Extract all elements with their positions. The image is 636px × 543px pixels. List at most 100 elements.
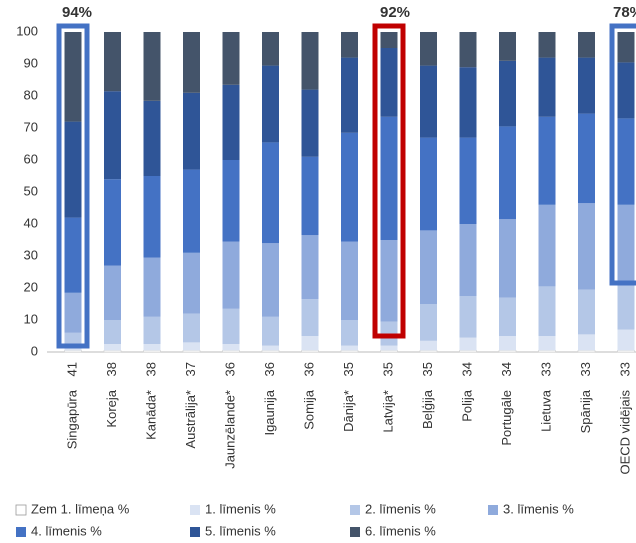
bar-segment bbox=[104, 320, 121, 344]
legend-swatch bbox=[16, 527, 26, 537]
bar-segment bbox=[261, 350, 280, 353]
bar-segment bbox=[104, 265, 121, 320]
bar-segment bbox=[143, 32, 161, 101]
bar-segment bbox=[222, 241, 240, 309]
bar-segment bbox=[578, 57, 595, 114]
bar-segment bbox=[499, 336, 516, 351]
bar-segment bbox=[64, 32, 82, 122]
bar-segment bbox=[183, 32, 200, 93]
legend-label: 2. līmenis % bbox=[365, 501, 436, 516]
bar-segment bbox=[538, 57, 556, 117]
y-tick-label: 30 bbox=[24, 247, 38, 262]
x-sublabel: 37 bbox=[183, 362, 198, 376]
bar-segment bbox=[538, 350, 556, 353]
y-tick-label: 100 bbox=[16, 23, 38, 38]
bar-segment bbox=[538, 286, 556, 336]
bar-segment bbox=[617, 283, 635, 330]
bar-segment bbox=[64, 217, 82, 293]
legend-swatch bbox=[190, 527, 200, 537]
bar-segment bbox=[301, 156, 319, 236]
x-tick-label: OECD vidējais bbox=[617, 390, 632, 475]
bar-segment bbox=[104, 344, 121, 351]
bar-segment bbox=[143, 176, 161, 258]
x-sublabel: 35 bbox=[341, 362, 356, 376]
bar-segment bbox=[301, 89, 319, 157]
x-sublabel: 36 bbox=[222, 362, 237, 376]
y-tick-label: 0 bbox=[31, 343, 38, 358]
x-tick-label: Kanāda* bbox=[143, 390, 158, 440]
bar-segment bbox=[617, 350, 635, 353]
bar-segment bbox=[301, 299, 319, 336]
annotation: 94% bbox=[62, 4, 92, 21]
bar-segment bbox=[538, 204, 556, 287]
bar-segment bbox=[578, 113, 595, 204]
bar-segment bbox=[64, 350, 82, 353]
bar-segment bbox=[538, 336, 556, 351]
bar-segment bbox=[380, 240, 398, 322]
bar-segment bbox=[222, 160, 240, 242]
x-sublabel: 35 bbox=[420, 362, 435, 376]
bar-segment bbox=[419, 350, 438, 353]
bar-segment bbox=[103, 350, 122, 353]
bar-segment bbox=[578, 289, 595, 335]
y-tick-label: 60 bbox=[24, 151, 38, 166]
x-sublabel: 41 bbox=[64, 362, 79, 376]
bar-segment bbox=[64, 332, 82, 346]
x-tick-label: Igaunija bbox=[262, 389, 277, 435]
bar-segment bbox=[380, 48, 398, 117]
legend-swatch bbox=[190, 505, 200, 515]
bar-segment bbox=[577, 350, 596, 353]
bar-segment bbox=[578, 203, 595, 290]
bar-segment bbox=[182, 350, 201, 353]
highlight-frame bbox=[372, 23, 406, 339]
bar-segment bbox=[104, 179, 121, 266]
bar-segment bbox=[617, 118, 635, 205]
bar-segment bbox=[183, 313, 200, 343]
x-sublabel: 33 bbox=[617, 362, 632, 376]
legend-swatch bbox=[350, 505, 360, 515]
highlight-frame bbox=[56, 23, 90, 349]
y-tick-label: 10 bbox=[24, 311, 38, 326]
bar-segment bbox=[578, 334, 595, 351]
x-tick-label: Latvija* bbox=[380, 390, 395, 433]
bar-segment bbox=[341, 32, 358, 58]
legend-swatch bbox=[350, 527, 360, 537]
annotation: 78% bbox=[613, 4, 636, 21]
x-tick-label: Spānija bbox=[578, 389, 593, 433]
bar-segment bbox=[420, 340, 437, 351]
y-tick-label: 80 bbox=[24, 87, 38, 102]
bar-segment bbox=[262, 142, 279, 244]
bar-segment bbox=[380, 345, 398, 351]
y-tick-label: 20 bbox=[24, 279, 38, 294]
legend-label: Zem 1. līmeņa % bbox=[31, 501, 130, 516]
bar-segment bbox=[341, 132, 358, 242]
x-sublabel: 38 bbox=[143, 362, 158, 376]
x-tick-label: Austrālija* bbox=[183, 390, 198, 449]
bar-segment bbox=[222, 344, 240, 351]
bar-segment bbox=[459, 224, 477, 296]
bar-segment bbox=[578, 32, 595, 58]
bar-segment bbox=[301, 32, 319, 90]
bar-segment bbox=[420, 137, 437, 231]
bar-segment bbox=[499, 126, 516, 220]
bar-segment bbox=[380, 116, 398, 240]
bar-segment bbox=[420, 304, 437, 341]
legend-label: 3. līmenis % bbox=[503, 501, 574, 516]
bar-segment bbox=[459, 337, 477, 351]
bar-segment bbox=[459, 296, 477, 338]
bar-segment bbox=[143, 100, 161, 176]
x-tick-label: Polija bbox=[459, 389, 474, 422]
x-tick-label: Beļģija bbox=[420, 389, 435, 429]
x-tick-label: Somija bbox=[301, 389, 316, 430]
bar-segment bbox=[420, 65, 437, 138]
legend-swatch bbox=[15, 504, 27, 516]
bar-segment bbox=[420, 32, 437, 66]
bar-segment bbox=[64, 121, 82, 218]
bar-segment bbox=[222, 308, 240, 344]
bar-segment bbox=[498, 350, 517, 353]
bar-segment bbox=[341, 345, 358, 351]
bar-segment bbox=[143, 257, 161, 317]
y-tick-label: 50 bbox=[24, 183, 38, 198]
bar-segment bbox=[262, 32, 279, 66]
x-tick-label: Lietuva bbox=[538, 389, 553, 432]
